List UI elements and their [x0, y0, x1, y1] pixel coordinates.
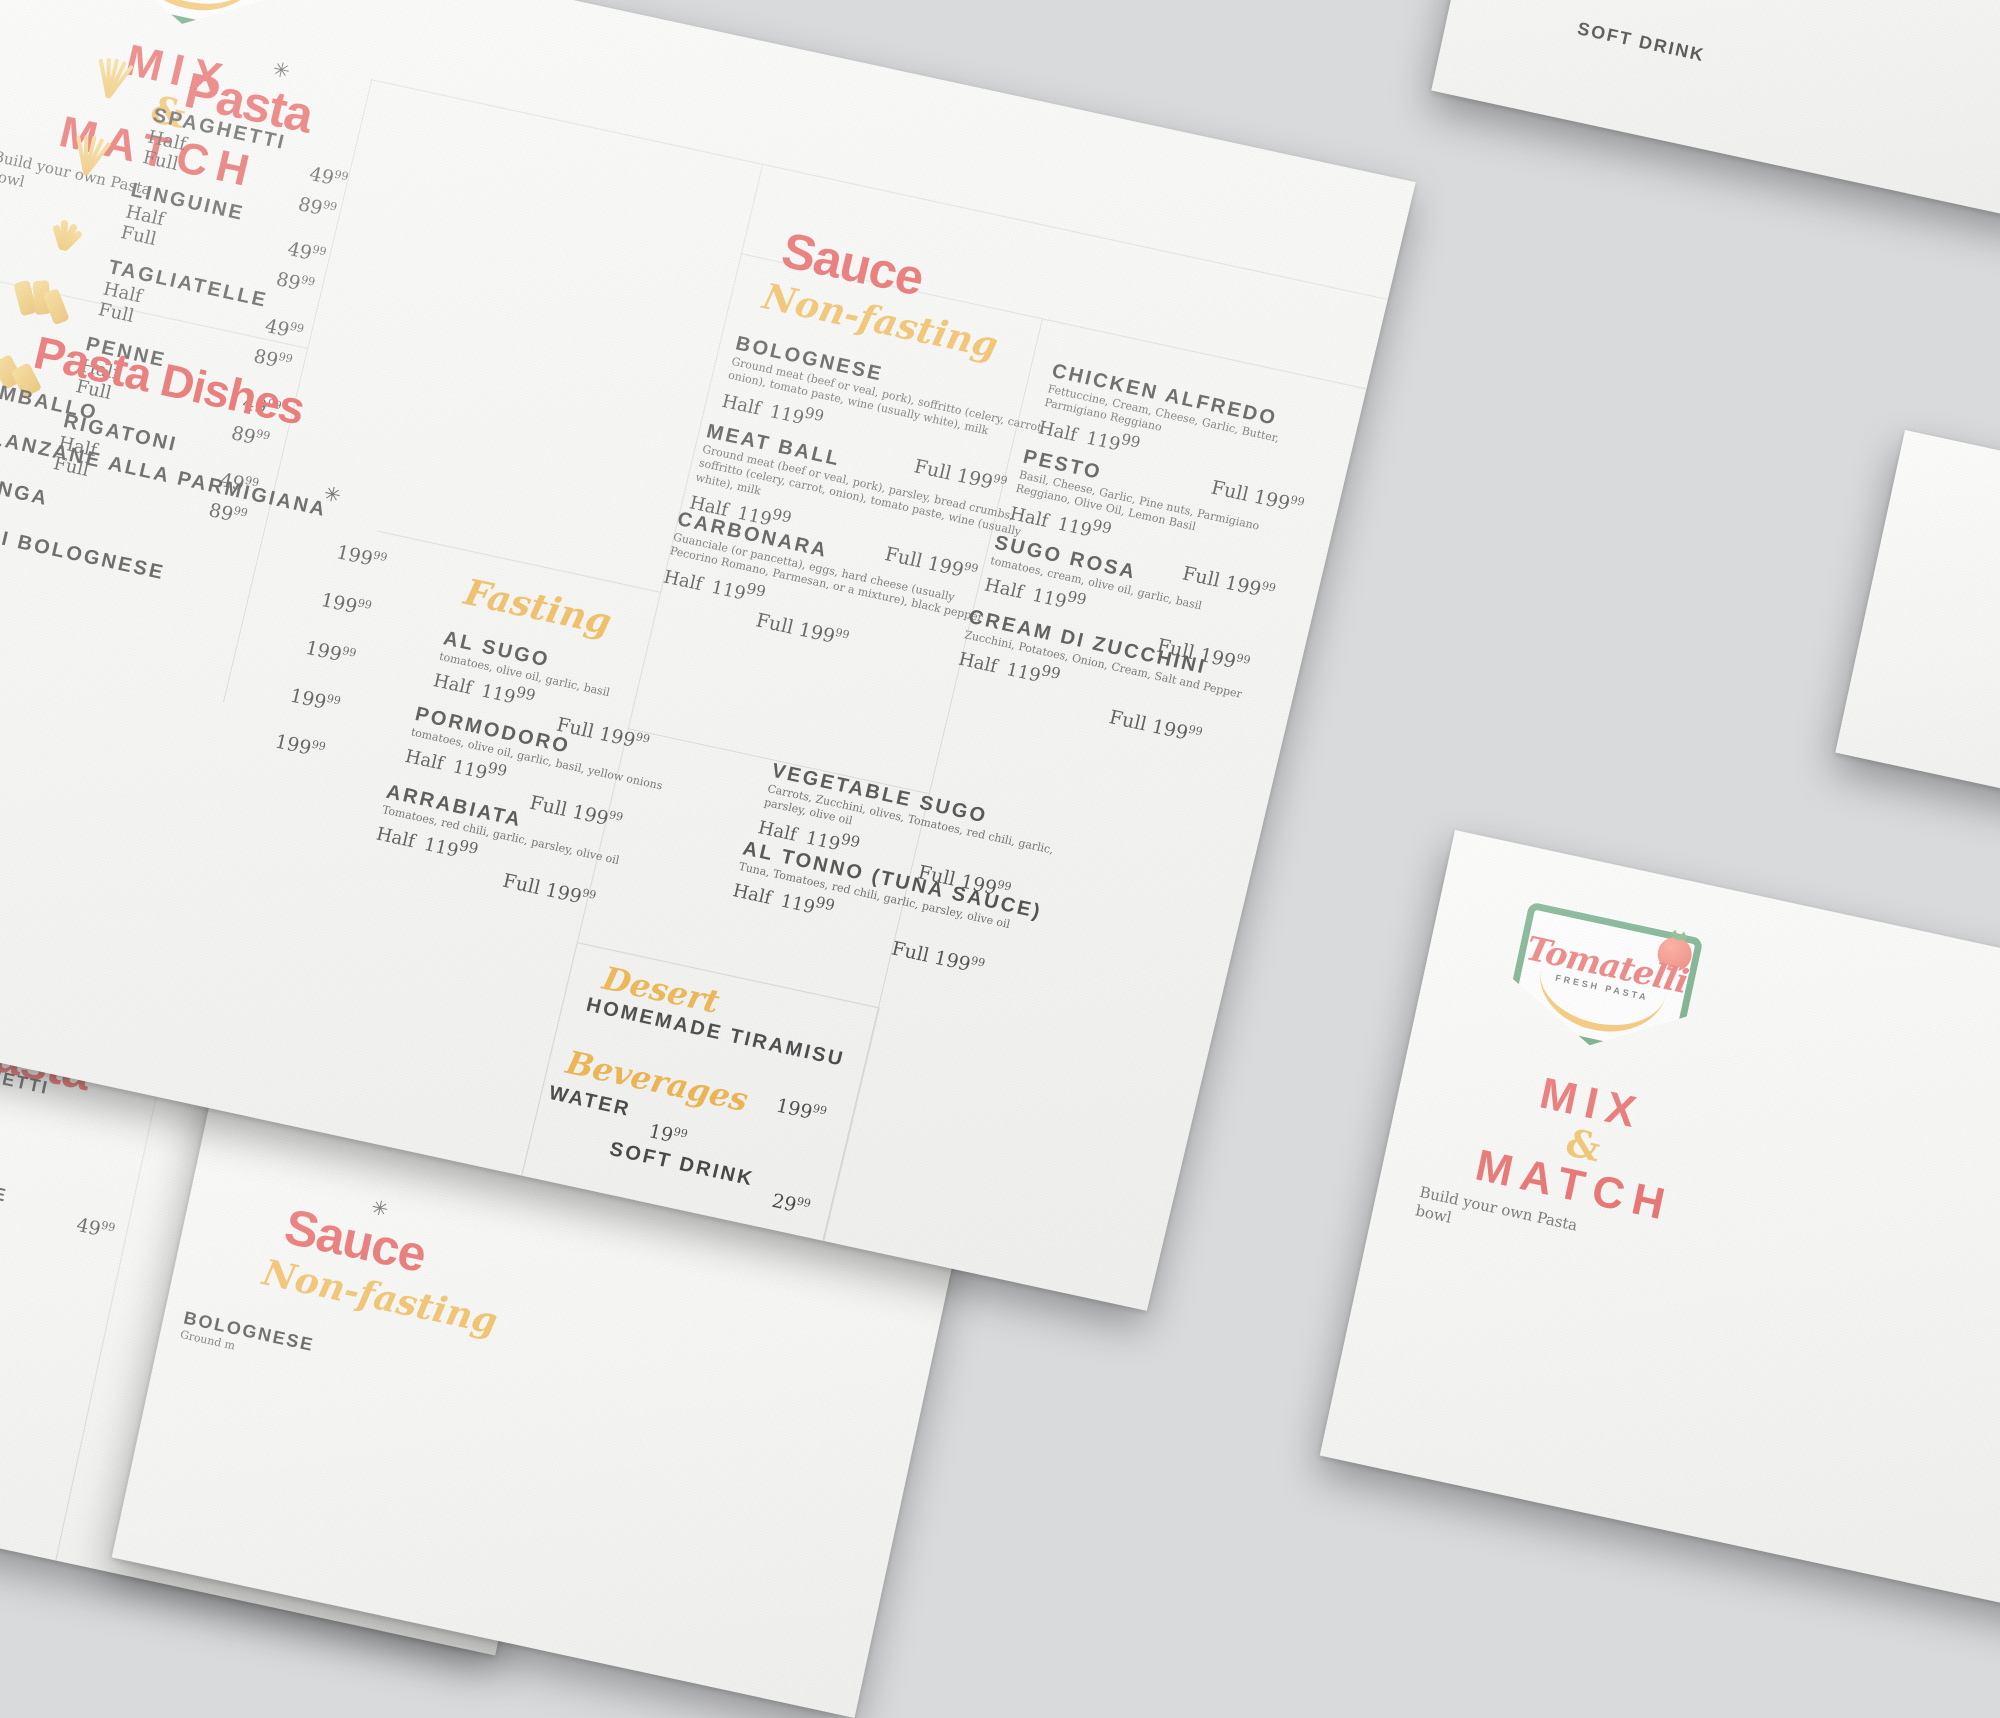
background-menu-sheet-mid-right	[1835, 430, 2000, 841]
sauce-half-label: Half	[662, 566, 705, 595]
dish-name: LAZANGA	[0, 464, 51, 511]
bg-water-price: 1999	[1628, 0, 1670, 2]
dish-price: 19999	[319, 589, 373, 621]
sauce-half-label: Half	[720, 390, 763, 419]
background-menu-sheet-top-right: HOMEMADE TIRAMISU Beverages WATER 1999 S…	[1431, 0, 2000, 222]
pasta-full-price: 8999	[251, 345, 294, 375]
sauce-fasting-title: Fasting	[460, 571, 615, 643]
dish-item-ravioli[interactable]: RAVIOLI BOLOGNESE	[0, 509, 167, 585]
bg-softdrink-label-2: SOFT DRINK	[1575, 18, 1707, 66]
dish-item-lazanga[interactable]: LAZANGA	[0, 464, 51, 511]
penne-icon	[12, 276, 73, 332]
sauce-item-cream-di-zucchini[interactable]: CREAM DI ZUCCHINI Zucchini, Potatoes, On…	[956, 606, 1248, 730]
sauce-half-label: Half	[374, 824, 417, 853]
sauce-half-label: Half	[431, 670, 474, 699]
dish-price: 19999	[288, 684, 342, 716]
tagliatelle-icon	[34, 199, 95, 255]
dish-price: 19999	[303, 636, 357, 668]
sauce-half-label: Half	[731, 881, 774, 910]
bg-price-49: 4999	[74, 1214, 116, 1244]
dish-price: 19999	[273, 730, 327, 762]
bg-linguine-label: LINGUINE	[0, 1165, 9, 1207]
dish-name: RAVIOLI BOLOGNESE	[0, 509, 167, 585]
pasta-full-price: 8999	[274, 268, 317, 298]
sauce-half-label: Half	[403, 746, 446, 775]
sauce-half-label: Half	[956, 649, 999, 678]
dish-price: 19999	[334, 541, 388, 573]
pasta-half-price: 4999	[285, 238, 328, 268]
